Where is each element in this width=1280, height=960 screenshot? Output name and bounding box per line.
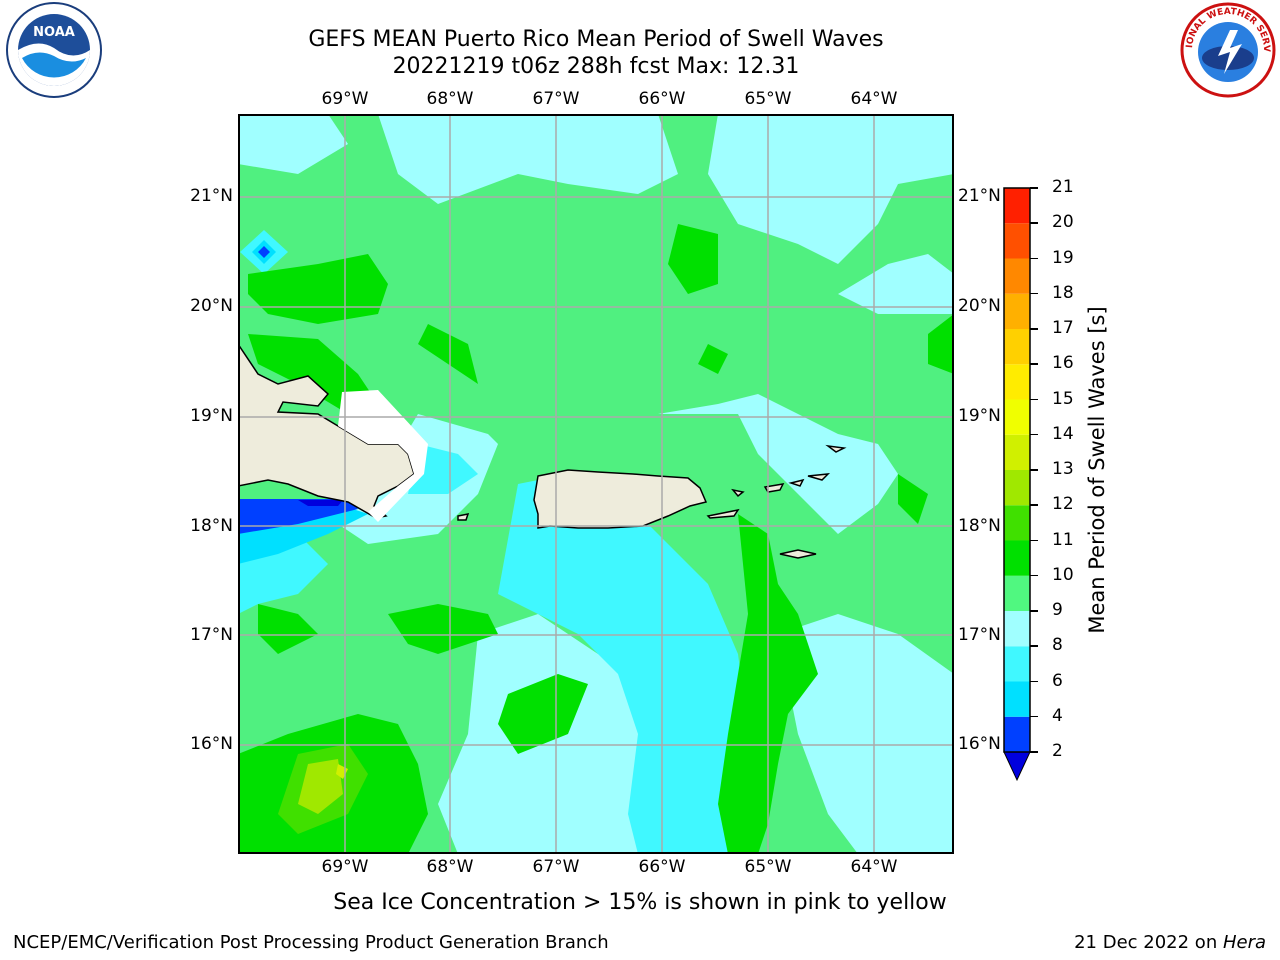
map-frame	[238, 114, 954, 854]
sea-ice-note: Sea Ice Concentration > 15% is shown in …	[333, 890, 947, 915]
lon-label-top: 66°W	[638, 89, 686, 109]
lat-label-left: 17°N	[190, 625, 233, 645]
colorbar-tick-label: 14	[1052, 423, 1074, 444]
colorbar-tick-label: 2	[1052, 741, 1063, 761]
map-title-line-2: 20221219 t06z 288h fcst Max: 12.31	[392, 54, 800, 79]
colorbar-tick-label: 15	[1052, 388, 1074, 409]
lon-label-top: 68°W	[426, 89, 474, 109]
colorbar-segment	[1004, 611, 1030, 647]
colorbar-extend-min	[1003, 751, 1031, 782]
colorbar-tick-mark	[1030, 328, 1038, 330]
lon-label-top: 64°W	[850, 89, 898, 109]
lon-label-bottom: 67°W	[532, 857, 580, 877]
lon-label-bottom: 66°W	[638, 857, 686, 877]
colorbar-segment	[1004, 258, 1030, 294]
lat-label-right: 16°N	[958, 734, 1001, 754]
colorbar-tick-mark	[1030, 645, 1038, 647]
lat-label-left: 16°N	[190, 734, 233, 754]
colorbar-segment	[1004, 716, 1030, 752]
lat-label-left: 19°N	[190, 406, 233, 426]
colorbar-tick-mark	[1030, 751, 1038, 753]
colorbar-segment	[1004, 188, 1030, 224]
colorbar	[1003, 187, 1031, 782]
swell-period-map	[238, 114, 954, 854]
land	[238, 342, 847, 559]
colorbar-tick-mark	[1030, 469, 1038, 471]
lat-label-left: 20°N	[190, 296, 233, 316]
colorbar-tick-label: 10	[1052, 564, 1074, 585]
colorbar-tick-mark	[1030, 363, 1038, 365]
colorbar-tick-label: 13	[1052, 459, 1074, 479]
colorbar-tick-label: 12	[1052, 494, 1074, 515]
colorbar-segment	[1004, 293, 1030, 329]
colorbar-tick-mark	[1030, 433, 1038, 436]
generation-date: 21 Dec 2022 on Hera	[1074, 932, 1266, 953]
contour-below-2s	[298, 500, 343, 506]
colorbar-tick-label: 9	[1052, 600, 1063, 620]
lon-label-bottom: 64°W	[850, 857, 898, 877]
colorbar-segment	[1004, 681, 1030, 717]
colorbar-segment	[1004, 329, 1030, 365]
colorbar-tick-label: 11	[1052, 529, 1074, 550]
lat-label-right: 18°N	[958, 516, 1001, 536]
map-title-line-1: GEFS MEAN Puerto Rico Mean Period of Swe…	[308, 27, 884, 52]
graticule	[238, 114, 954, 854]
colorbar-tick-label: 4	[1052, 705, 1063, 726]
lat-label-left: 18°N	[190, 516, 233, 536]
svg-text:NOAA: NOAA	[33, 25, 75, 40]
lat-label-right: 21°N	[958, 186, 1001, 206]
machine-name: Hera	[1222, 932, 1266, 953]
colorbar-tick-label: 19	[1052, 247, 1074, 268]
lat-label-right: 19°N	[958, 406, 1001, 426]
colorbar-tick-label: 18	[1052, 282, 1074, 303]
colorbar-tick-label: 20	[1052, 212, 1074, 233]
colorbar-segment	[1004, 470, 1030, 506]
lon-label-bottom: 69°W	[321, 857, 369, 877]
colorbar-tick-mark	[1030, 292, 1038, 295]
colorbar-tick-mark	[1030, 187, 1038, 189]
colorbar-segment	[1004, 646, 1030, 682]
colorbar-segment	[1004, 434, 1030, 470]
producer-credit: NCEP/EMC/Verification Post Processing Pr…	[13, 932, 609, 953]
colorbar-tick-label: 16	[1052, 353, 1074, 374]
lon-label-top: 67°W	[532, 89, 580, 109]
colorbar-segment	[1004, 399, 1030, 435]
colorbar-tick-mark	[1030, 574, 1038, 577]
lon-label-bottom: 68°W	[426, 857, 474, 877]
colorbar-tick-mark	[1030, 680, 1038, 682]
no-data-mask	[338, 390, 428, 522]
colorbar-tick-mark	[1030, 257, 1038, 259]
lon-label-bottom: 65°W	[744, 857, 792, 877]
colorbar-tick-label: 6	[1052, 670, 1063, 691]
colorbar-tick-mark	[1030, 715, 1038, 718]
colorbar-segment	[1004, 575, 1030, 611]
colorbar-tick-label: 21	[1052, 177, 1074, 197]
colorbar-segment	[1004, 505, 1030, 541]
colorbar-tick-mark	[1030, 222, 1038, 224]
colorbar-segment	[1004, 364, 1030, 400]
lat-label-right: 17°N	[958, 625, 1001, 645]
colorbar-tick-label: 8	[1052, 635, 1063, 656]
colorbar-segment	[1004, 223, 1030, 259]
colorbar-tick-mark	[1030, 504, 1038, 506]
lon-label-top: 65°W	[744, 89, 792, 109]
colorbar-segments	[1004, 188, 1030, 752]
lon-label-top: 69°W	[321, 89, 369, 109]
colorbar-label: Mean Period of Swell Waves [s]	[1085, 306, 1109, 634]
lat-label-left: 21°N	[190, 186, 233, 206]
colorbar-tick-mark	[1030, 398, 1038, 400]
colorbar-tick-mark	[1030, 539, 1038, 541]
colorbar-segment	[1004, 540, 1030, 576]
colorbar-tick-mark	[1030, 610, 1038, 612]
lat-label-right: 20°N	[958, 296, 1001, 316]
noaa-logo: NOAA	[6, 2, 102, 98]
nws-logo: NATIONAL WEATHER SERVICE	[1178, 0, 1276, 98]
colorbar-tick-label: 17	[1052, 318, 1074, 338]
